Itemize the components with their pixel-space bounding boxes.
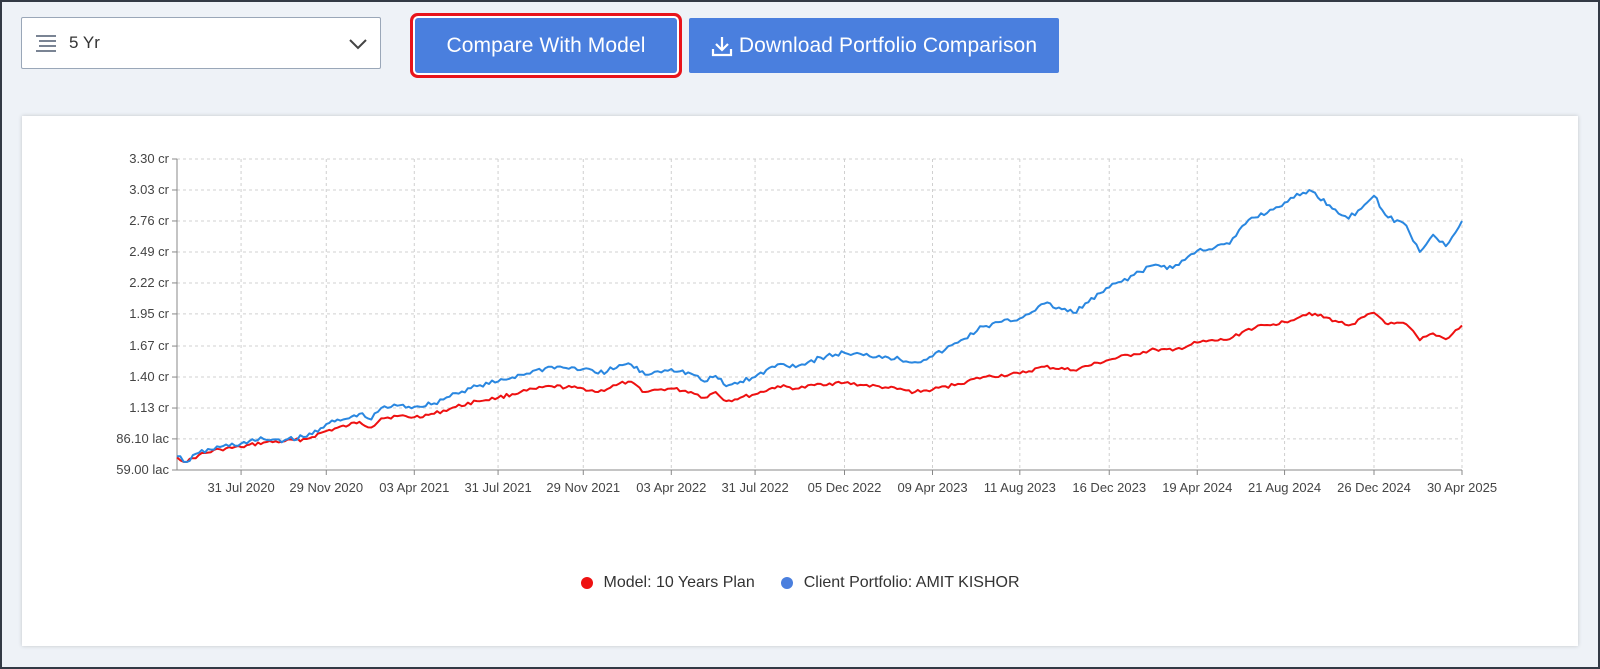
y-tick-label: 2.76 cr bbox=[129, 213, 169, 228]
legend-dot-client bbox=[780, 577, 793, 589]
y-tick-label: 3.30 cr bbox=[129, 151, 169, 166]
legend-label-model: Model: 10 Years Plan bbox=[603, 574, 755, 591]
x-tick-label: 19 Apr 2024 bbox=[1162, 480, 1232, 495]
period-select-value: 5 Yr bbox=[69, 33, 100, 52]
y-tick-label: 2.49 cr bbox=[129, 244, 169, 259]
legend-item-model[interactable]: Model: 10 Years Plan bbox=[580, 574, 755, 592]
x-tick-label: 05 Dec 2022 bbox=[808, 480, 882, 495]
y-tick-label: 1.67 cr bbox=[129, 338, 169, 353]
compare-button-label: Compare With Model bbox=[446, 33, 646, 57]
x-tick-label: 29 Nov 2021 bbox=[546, 480, 620, 495]
y-tick-label: 1.40 cr bbox=[129, 369, 169, 384]
download-button-label: Download Portfolio Comparison bbox=[738, 33, 1038, 57]
x-tick-label: 03 Apr 2021 bbox=[379, 480, 449, 495]
x-tick-label: 31 Jul 2022 bbox=[721, 480, 788, 495]
compare-with-model-button[interactable]: Compare With Model bbox=[415, 18, 677, 73]
portfolio-comparison-chart: 59.00 lac 86.10 lac 1.13 cr 1.40 cr 1.67 cr 1… bbox=[116, 151, 1497, 495]
x-tick-label: 21 Aug 2024 bbox=[1248, 480, 1321, 495]
period-select[interactable]: 5 Yr bbox=[21, 17, 381, 69]
x-tick-label: 31 Jul 2020 bbox=[207, 480, 274, 495]
list-icon bbox=[35, 32, 57, 54]
chart-card: 59.00 lac 86.10 lac 1.13 cr 1.40 cr 1.67 cr 1… bbox=[22, 116, 1578, 646]
download-portfolio-comparison-button[interactable]: Download Portfolio Comparison bbox=[689, 18, 1059, 73]
x-tick-label: 31 Jul 2021 bbox=[464, 480, 531, 495]
legend-item-client[interactable]: Client Portfolio: AMIT KISHOR bbox=[780, 574, 1020, 592]
x-tick-label: 26 Dec 2024 bbox=[1337, 480, 1411, 495]
y-tick-label: 2.22 cr bbox=[129, 275, 169, 290]
x-tick-label: 16 Dec 2023 bbox=[1072, 480, 1146, 495]
x-tick-label: 03 Apr 2022 bbox=[636, 480, 706, 495]
series-line-model bbox=[176, 311, 1463, 463]
series-line-client bbox=[176, 189, 1463, 463]
y-tick-label: 1.13 cr bbox=[129, 400, 169, 415]
legend-dot-model bbox=[580, 577, 593, 589]
x-tick-label: 09 Apr 2023 bbox=[897, 480, 967, 495]
x-tick-label: 30 Apr 2025 bbox=[1427, 480, 1497, 495]
y-tick-label: 86.10 lac bbox=[116, 431, 169, 446]
chevron-down-icon[interactable] bbox=[348, 34, 368, 54]
legend-label-client: Client Portfolio: AMIT KISHOR bbox=[803, 574, 1020, 591]
x-tick-label: 11 Aug 2023 bbox=[984, 480, 1056, 495]
y-tick-label: 1.95 cr bbox=[129, 306, 169, 321]
x-tick-label: 29 Nov 2020 bbox=[289, 480, 363, 495]
y-tick-label: 3.03 cr bbox=[129, 182, 169, 197]
download-icon bbox=[711, 35, 733, 57]
y-tick-label: 59.00 lac bbox=[116, 462, 169, 477]
chart-legend: Model: 10 Years Plan Client Portfolio: A… bbox=[22, 574, 1578, 592]
